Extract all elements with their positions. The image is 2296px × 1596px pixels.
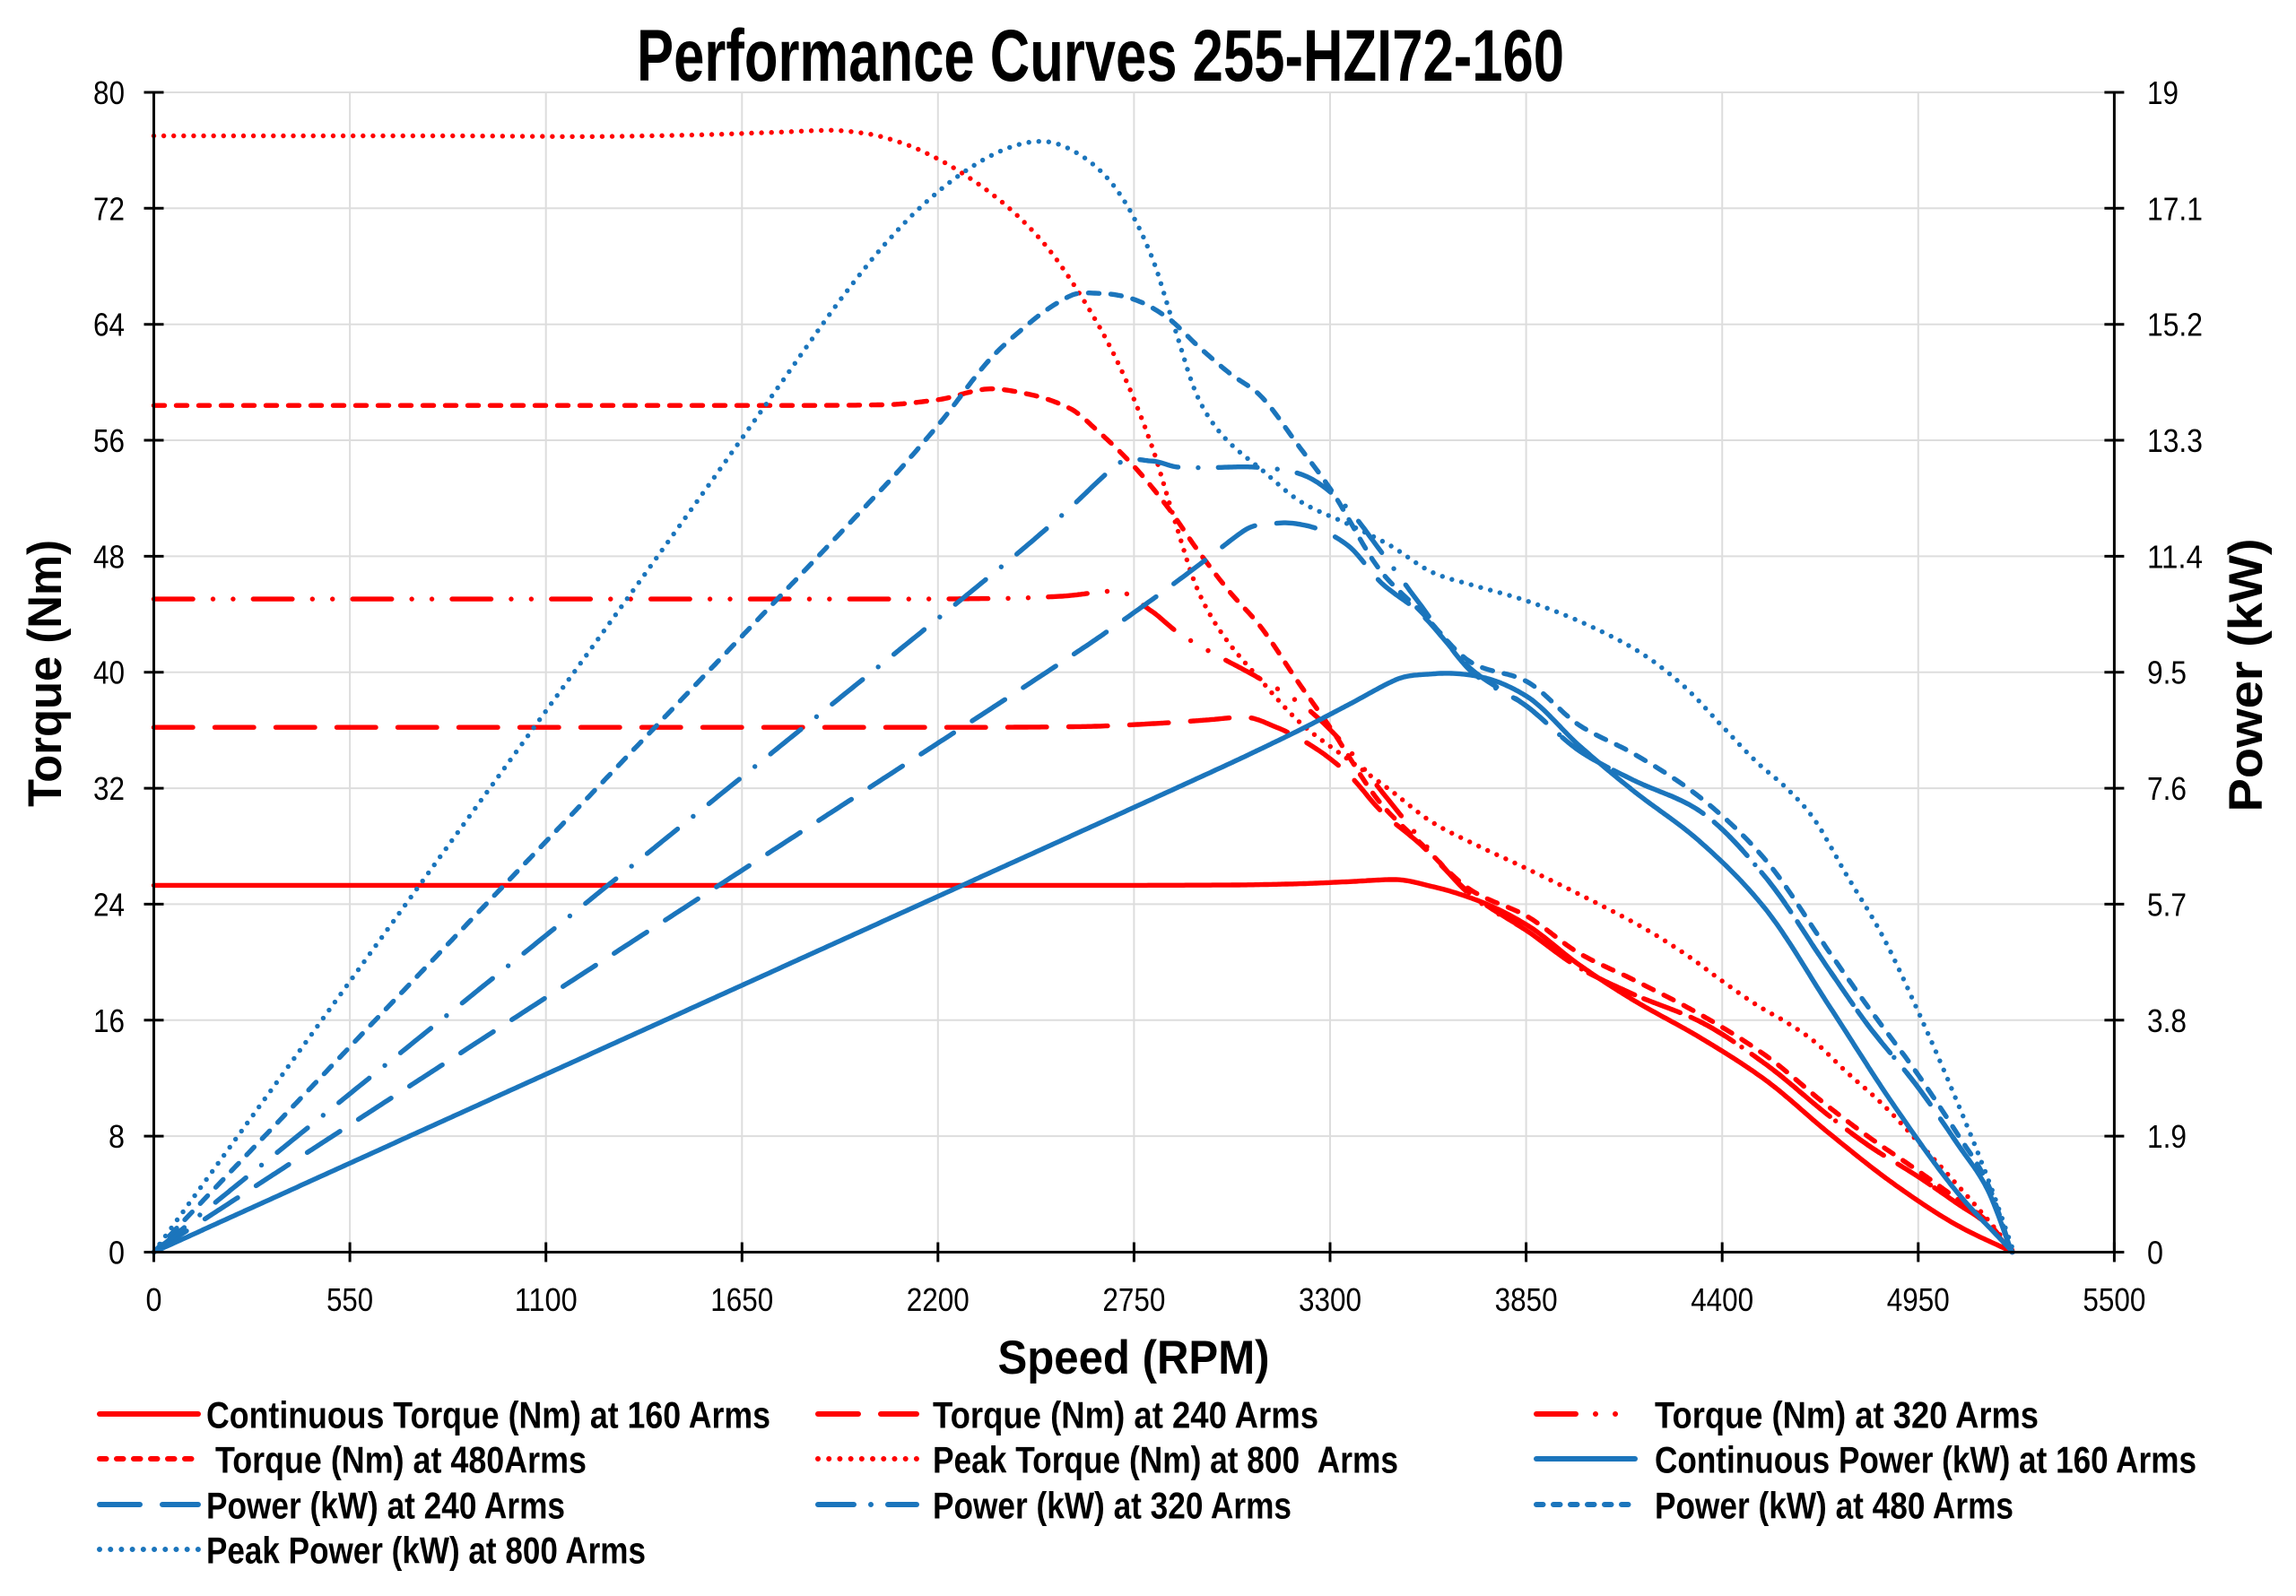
svg-text:4400: 4400 — [1691, 1281, 1753, 1318]
svg-text:2750: 2750 — [1102, 1281, 1165, 1318]
svg-text:1100: 1100 — [515, 1281, 578, 1318]
svg-text:13.3: 13.3 — [2147, 422, 2203, 459]
svg-text:3.8: 3.8 — [2147, 1002, 2187, 1039]
svg-text:Torque (Nm): Torque (Nm) — [19, 540, 72, 807]
svg-text:0: 0 — [2147, 1235, 2163, 1271]
svg-text:24: 24 — [93, 886, 125, 923]
svg-text:72: 72 — [93, 190, 125, 227]
svg-text:5.7: 5.7 — [2147, 886, 2187, 923]
svg-text:8: 8 — [109, 1118, 125, 1155]
svg-text:Speed (RPM): Speed (RPM) — [998, 1331, 1270, 1384]
svg-text:Power (kW) at 240 Arms: Power (kW) at 240 Arms — [206, 1485, 565, 1527]
svg-text:1650: 1650 — [710, 1281, 773, 1318]
svg-text:4950: 4950 — [1887, 1281, 1950, 1318]
svg-text:Continuous Power (kW) at 160 A: Continuous Power (kW) at 160 Arms — [1655, 1439, 2196, 1481]
svg-text:64: 64 — [93, 307, 125, 343]
svg-text:Torque (Nm) at 320 Arms: Torque (Nm) at 320 Arms — [1655, 1394, 2039, 1436]
svg-text:Power (kW) at 320 Arms: Power (kW) at 320 Arms — [933, 1485, 1292, 1527]
svg-text:56: 56 — [93, 422, 125, 459]
svg-text:Torque (Nm) at 480Arms: Torque (Nm) at 480Arms — [206, 1439, 587, 1481]
svg-text:1.9: 1.9 — [2147, 1118, 2187, 1155]
svg-text:0: 0 — [109, 1235, 125, 1271]
svg-text:17.1: 17.1 — [2147, 190, 2203, 227]
svg-text:0: 0 — [146, 1281, 162, 1318]
svg-text:3850: 3850 — [1495, 1281, 1558, 1318]
svg-text:9.5: 9.5 — [2147, 655, 2187, 691]
svg-text:Power (kW): Power (kW) — [2220, 539, 2273, 812]
svg-text:Power (kW) at 480 Arms: Power (kW) at 480 Arms — [1655, 1485, 2013, 1527]
svg-text:2200: 2200 — [907, 1281, 970, 1318]
svg-text:16: 16 — [93, 1002, 125, 1039]
svg-text:48: 48 — [93, 538, 125, 575]
svg-text:Peak Torque (Nm) at 800 Arms: Peak Torque (Nm) at 800 Arms — [933, 1439, 1398, 1481]
svg-text:11.4: 11.4 — [2147, 538, 2203, 575]
svg-text:550: 550 — [326, 1281, 373, 1318]
svg-text:Peak Power (kW) at 800 Arms: Peak Power (kW) at 800 Arms — [206, 1530, 646, 1572]
svg-text:40: 40 — [93, 655, 125, 691]
svg-text:19: 19 — [2147, 74, 2179, 111]
svg-text:7.6: 7.6 — [2147, 770, 2187, 807]
svg-text:15.2: 15.2 — [2147, 307, 2203, 343]
svg-text:32: 32 — [93, 770, 125, 807]
svg-text:Continuous Torque (Nm) at 160: Continuous Torque (Nm) at 160 Arms — [206, 1394, 770, 1436]
svg-text:3300: 3300 — [1299, 1281, 1361, 1318]
svg-text:Torque (Nm) at 240 Arms: Torque (Nm) at 240 Arms — [933, 1394, 1318, 1436]
svg-text:80: 80 — [93, 74, 125, 111]
svg-text:Performance Curves 255-HZI72-1: Performance Curves 255-HZI72-160 — [637, 15, 1564, 97]
svg-text:5500: 5500 — [2083, 1281, 2145, 1318]
